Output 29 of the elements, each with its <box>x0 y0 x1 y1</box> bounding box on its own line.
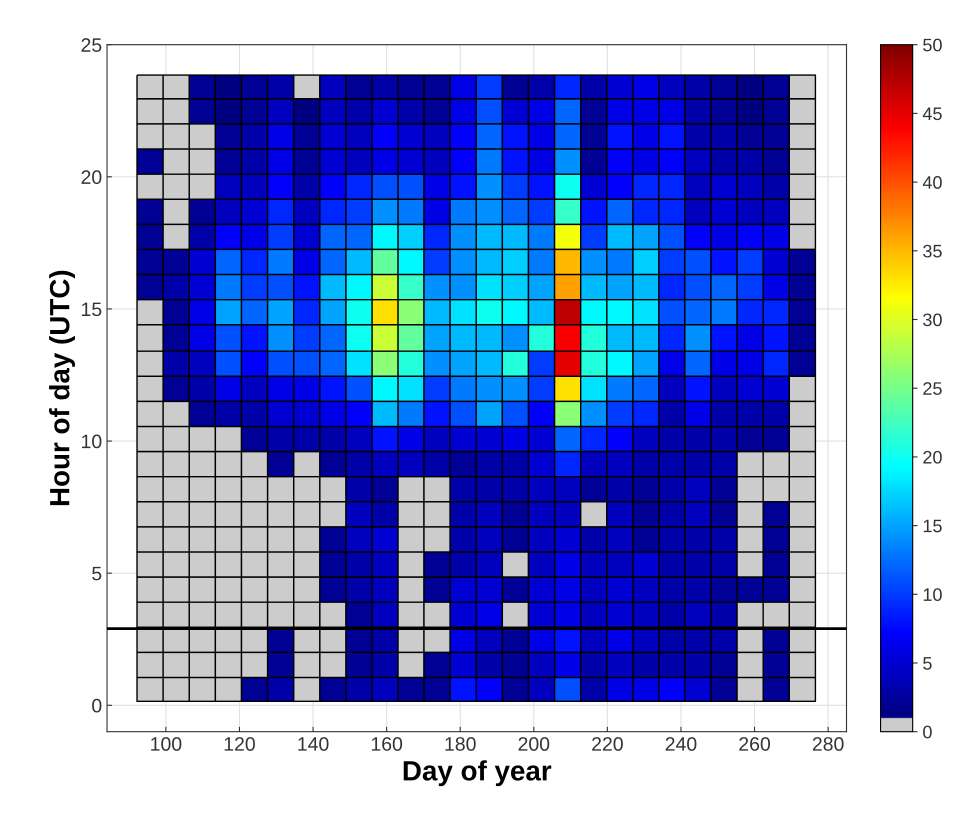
x-tick-label: 120 <box>224 737 255 751</box>
color-bar-label: 35 <box>923 244 942 258</box>
x-tick-label: 240 <box>666 737 696 751</box>
color-bar-label: 0 <box>923 726 932 738</box>
color-bar-label: 30 <box>923 313 942 326</box>
y-tick-label: 10 <box>82 434 102 448</box>
x-tick-label: 260 <box>739 737 770 751</box>
x-tick-label: 220 <box>592 737 623 751</box>
y-tick-label: 0 <box>92 698 102 713</box>
x-tick-label: 200 <box>518 737 550 751</box>
color-bar-label: 50 <box>923 38 942 52</box>
color-bar-label: 45 <box>922 108 942 120</box>
color-bar-label: 25 <box>923 382 942 395</box>
color-bar-label: 10 <box>924 588 942 602</box>
x-tick-label: 180 <box>445 737 476 751</box>
color-bar-label: 20 <box>923 450 942 464</box>
x-tick-label: 140 <box>298 737 329 751</box>
x-tick-label: 280 <box>812 737 844 751</box>
y-axis-title: Hour of day (UTC) <box>49 270 75 506</box>
y-tick-label: 15 <box>82 302 102 316</box>
color-bar-label: 5 <box>923 657 932 670</box>
color-bar-label: 40 <box>922 176 942 189</box>
x-tick-label: 160 <box>372 737 402 751</box>
x-axis-title: Day of year <box>404 760 552 786</box>
color-bar-label: 15 <box>924 520 942 532</box>
y-tick-label: 5 <box>92 566 102 580</box>
x-tick-label: 100 <box>151 737 182 751</box>
y-tick-label: 20 <box>82 170 102 184</box>
y-tick-label: 25 <box>82 38 102 52</box>
